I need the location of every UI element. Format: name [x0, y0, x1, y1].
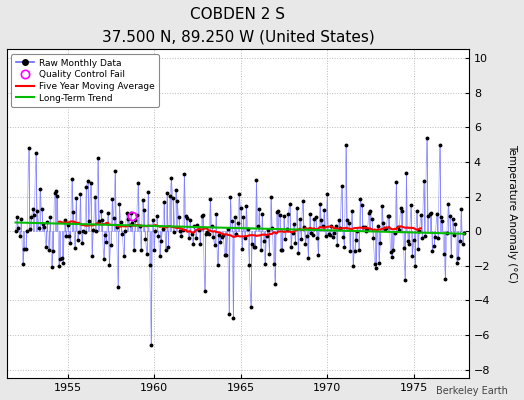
Legend: Raw Monthly Data, Quality Control Fail, Five Year Moving Average, Long-Term Tren: Raw Monthly Data, Quality Control Fail, … — [12, 54, 159, 107]
Y-axis label: Temperature Anomaly (°C): Temperature Anomaly (°C) — [507, 144, 517, 283]
Text: Berkeley Earth: Berkeley Earth — [436, 386, 508, 396]
Title: COBDEN 2 S
37.500 N, 89.250 W (United States): COBDEN 2 S 37.500 N, 89.250 W (United St… — [102, 7, 374, 44]
